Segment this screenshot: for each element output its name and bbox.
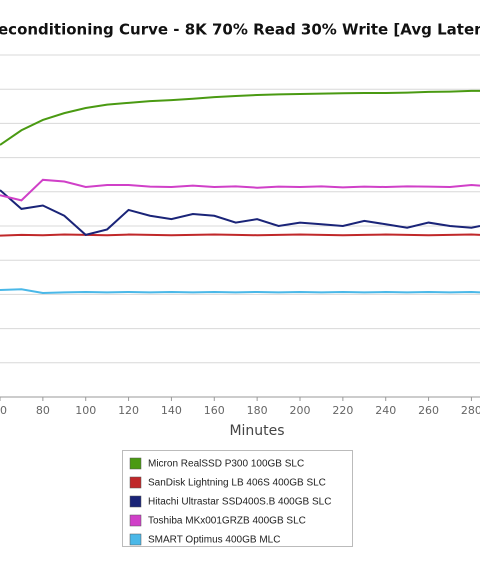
legend-label: SanDisk Lightning LB 406S 400GB SLC [148,478,326,489]
x-tick-label: 140 [161,404,182,417]
x-tick-label: 80 [36,404,50,417]
legend-label: Hitachi Ultrastar SSD400S.B 400GB SLC [148,497,331,508]
series-line [0,178,480,202]
x-tick-label: 160 [204,404,225,417]
chart-title: econditioning Curve - 8K 70% Read 30% Wr… [0,21,480,39]
x-tick-label: 120 [118,404,139,417]
legend-label: SMART Optimus 400GB MLC [148,535,280,546]
legend-swatch [129,495,142,508]
x-tick-label: 260 [418,404,439,417]
x-axis-label: Minutes [229,423,284,439]
x-tick-label: 180 [247,404,268,417]
x-tick-label: 200 [290,404,311,417]
legend-box [122,450,353,547]
legend-swatch [129,533,142,546]
x-tick-label: 280 [461,404,480,417]
x-tick-label: 100 [75,404,96,417]
legend-swatch [129,476,142,489]
legend-label: Micron RealSSD P300 100GB SLC [148,459,304,470]
series-line [0,233,480,237]
series-line [0,288,480,295]
legend-swatch [129,457,142,470]
legend-label: Toshiba MKx001GRZB 400GB SLC [148,516,306,527]
x-tick-label: 240 [375,404,396,417]
series-line [0,89,480,146]
x-tick-label: 60 [0,404,7,417]
series-line [0,189,480,236]
legend-swatch [129,514,142,527]
x-tick-label: 220 [332,404,353,417]
